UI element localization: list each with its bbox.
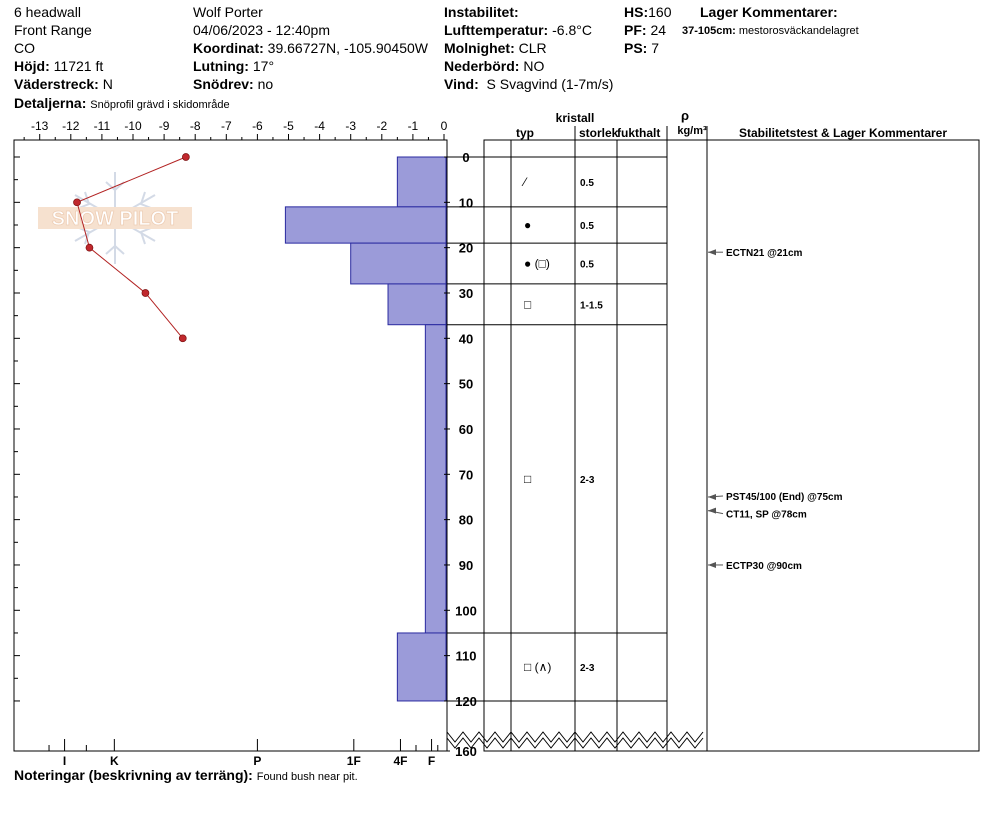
hardness-bar-4 bbox=[424, 324, 447, 634]
stability-arrowhead bbox=[708, 249, 716, 256]
svg-text:SNOW PILOT: SNOW PILOT bbox=[52, 208, 179, 230]
hardness-tick-label: F bbox=[428, 754, 435, 768]
header-fukthalt: fukthalt bbox=[617, 126, 660, 140]
depth-tick-label: 100 bbox=[455, 603, 477, 618]
stability-test-label: ECTN21 @21cm bbox=[726, 248, 803, 259]
slope-field: Lutning: 17° bbox=[193, 58, 275, 74]
hardness-bar-1 bbox=[284, 206, 447, 244]
hardness-bar-3 bbox=[387, 283, 447, 326]
drift-field: Snödrev: no bbox=[193, 76, 274, 92]
header-kristall: kristall bbox=[556, 111, 595, 125]
wind-field: Vind: S Svagvind (1-7m/s) bbox=[444, 76, 614, 92]
hardness-bar-0 bbox=[396, 156, 447, 208]
depth-tick-label: 160 bbox=[455, 744, 477, 759]
coordinates-field: Koordinat: 39.66727N, -105.90450W bbox=[193, 40, 428, 56]
crystal-size-3: 1-1.5 bbox=[580, 300, 603, 311]
crystal-size-5: 2-3 bbox=[580, 663, 595, 674]
terrain-notes: Noteringar (beskrivning av terräng): Fou… bbox=[14, 767, 358, 783]
crystal-size-1: 0.5 bbox=[580, 221, 594, 232]
hs-field: HS:160 bbox=[624, 4, 672, 20]
instability-field: Instabilitet: bbox=[444, 4, 519, 20]
header-typ: typ bbox=[516, 126, 534, 140]
temp-tick-label: -5 bbox=[283, 119, 294, 133]
sky-field: Molnighet: CLR bbox=[444, 40, 547, 56]
crystal-size-2: 0.5 bbox=[580, 260, 594, 271]
temp-tick-label: -2 bbox=[376, 119, 387, 133]
hardness-tick-label: 1F bbox=[347, 754, 361, 768]
temp-tick-label: -13 bbox=[31, 119, 49, 133]
elevation-field: Höjd: 11721 ft bbox=[14, 58, 104, 74]
crystal-type-4: □ bbox=[524, 472, 531, 486]
temp-tick-label: -4 bbox=[314, 119, 325, 133]
stability-test-label: PST45/100 (End) @75cm bbox=[726, 492, 843, 503]
snowpilot-watermark: SNOW PILOT bbox=[38, 172, 192, 264]
temp-tick-label: -6 bbox=[252, 119, 263, 133]
temperature-point bbox=[85, 243, 94, 252]
state-name: CO bbox=[14, 40, 35, 56]
layer-comment: 37-105cm: mestorosväckandelagret bbox=[682, 25, 859, 37]
header-rho: ρ bbox=[681, 108, 689, 123]
depth-tick-label: 40 bbox=[459, 331, 473, 346]
aspect-field: Väderstreck: N bbox=[14, 76, 113, 92]
stability-test-label: ECTP30 @90cm bbox=[726, 561, 802, 572]
crystal-type-0: ⁄ bbox=[521, 175, 528, 189]
depth-tick-label: 60 bbox=[459, 422, 473, 437]
hardness-tick-label: I bbox=[63, 754, 66, 768]
temp-tick-label: 0 bbox=[441, 119, 448, 133]
depth-tick-label: 70 bbox=[459, 467, 473, 482]
pf-field: PF: 24 bbox=[624, 22, 667, 38]
crystal-type-5: □ (∧) bbox=[524, 660, 551, 674]
depth-tick-label: 80 bbox=[459, 513, 473, 528]
depth-tick-label: 20 bbox=[459, 241, 473, 256]
header-storlek: storlek bbox=[579, 126, 619, 140]
stability-arrowhead bbox=[708, 493, 716, 500]
hardness-tick-label: P bbox=[253, 754, 261, 768]
crystal-size-4: 2-3 bbox=[580, 475, 595, 486]
hardness-bar-2 bbox=[350, 242, 447, 285]
ps-field: PS: 7 bbox=[624, 40, 660, 56]
hardness-bar-5 bbox=[396, 632, 447, 702]
temp-tick-label: -3 bbox=[345, 119, 356, 133]
hardness-tick-label: K bbox=[110, 754, 119, 768]
crystal-type-2: ● (□) bbox=[524, 257, 550, 271]
temp-tick-label: -9 bbox=[159, 119, 170, 133]
temperature-point bbox=[73, 198, 81, 207]
hardness-tick-label: 4F bbox=[393, 754, 407, 768]
precip-field: Nederbörd: NO bbox=[444, 58, 545, 74]
depth-break-zigzag bbox=[446, 737, 704, 749]
temperature-line bbox=[76, 156, 187, 339]
temperature-point bbox=[141, 289, 150, 297]
crystal-size-0: 0.5 bbox=[580, 178, 594, 189]
range-name: Front Range bbox=[14, 22, 92, 38]
details-field: Detaljerna: Snöprofil grävd i skidområde bbox=[14, 95, 230, 111]
depth-tick-label: 90 bbox=[459, 558, 473, 573]
depth-tick-label: 30 bbox=[459, 286, 473, 301]
temperature-point bbox=[178, 334, 187, 343]
observation-datetime: 04/06/2023 - 12:40pm bbox=[193, 22, 330, 38]
crystal-type-1: ● bbox=[524, 218, 531, 232]
depth-tick-label: 50 bbox=[459, 377, 473, 392]
location-name: 6 headwall bbox=[14, 4, 81, 20]
header-density-unit: kg/m³ bbox=[677, 125, 707, 137]
observer-name: Wolf Porter bbox=[193, 4, 263, 20]
table-frame bbox=[483, 139, 980, 752]
temperature-point bbox=[182, 153, 190, 161]
temp-tick-label: -11 bbox=[94, 119, 111, 133]
stability-arrowhead bbox=[708, 507, 716, 514]
stability-arrowhead bbox=[708, 561, 716, 568]
air-temp-field: Lufttemperatur: -6.8°C bbox=[444, 22, 592, 38]
header-stability: Stabilitetstest & Lager Kommentarer bbox=[739, 126, 947, 140]
depth-tick-label: 110 bbox=[456, 649, 477, 664]
temp-tick-label: -1 bbox=[408, 119, 419, 133]
temp-tick-label: -8 bbox=[190, 119, 201, 133]
temp-tick-label: -10 bbox=[124, 119, 142, 133]
temp-tick-label: -12 bbox=[62, 119, 80, 133]
depth-tick-label: 10 bbox=[459, 195, 473, 210]
temp-tick-label: -7 bbox=[221, 119, 232, 133]
layer-comments-title: Lager Kommentarer: bbox=[700, 4, 838, 20]
depth-break-zigzag bbox=[446, 731, 704, 743]
stability-test-label: CT11, SP @78cm bbox=[726, 510, 807, 521]
crystal-type-3: □ bbox=[524, 297, 531, 311]
